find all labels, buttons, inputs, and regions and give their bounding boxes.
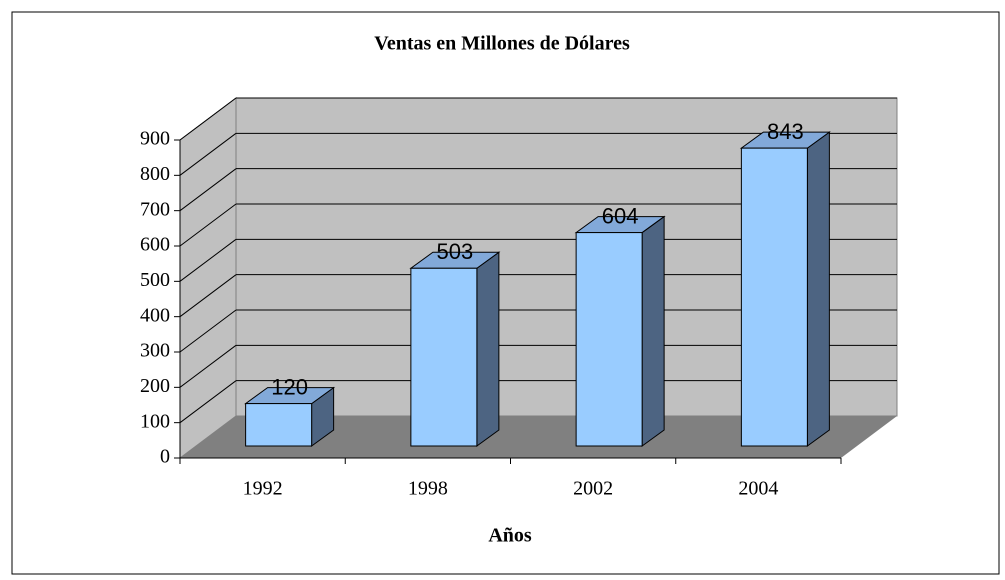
y-tick-label: 500 [140,269,170,291]
y-tick-label: 700 [140,198,170,220]
y-tick-label: 300 [140,340,170,362]
y-tick-label: 600 [140,234,170,256]
x-tick-label: 2002 [573,478,613,500]
chart-title: Ventas en Millones de Dólares [374,33,630,55]
y-tick-label: 900 [140,128,170,150]
value-label: 503 [437,239,474,264]
x-tick-label: 1998 [408,478,448,500]
bar-side [476,251,500,447]
grid-line [179,97,237,141]
grid-line [179,132,237,176]
x-tick-label: 1992 [243,478,283,500]
value-label: 120 [271,374,308,399]
bar [575,232,643,447]
value-label: 843 [767,119,804,144]
y-tick-label: 400 [140,304,170,326]
grid-line [179,168,237,212]
x-axis-title: Años [488,525,532,547]
grid-line [179,380,237,424]
bar [410,267,478,447]
grid-line [179,274,237,318]
bar [740,147,808,447]
grid-line [179,309,237,353]
side-wall [179,97,237,459]
y-tick-label: 200 [140,375,170,397]
bar [245,403,313,447]
grid-line [179,344,237,388]
x-tick-label: 2004 [738,478,778,500]
value-label: 604 [602,203,639,228]
y-tick-label: 0 [160,446,170,468]
grid-line [179,203,237,247]
bar-side [806,131,830,447]
y-tick-label: 100 [140,410,170,432]
bar-side [641,215,665,447]
y-tick-label: 800 [140,163,170,185]
grid-line [179,238,237,282]
floor [180,416,897,458]
